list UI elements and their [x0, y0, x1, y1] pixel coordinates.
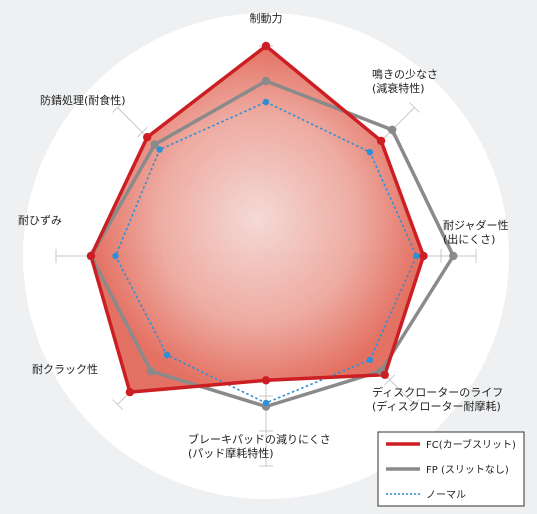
series-2-point-6 — [112, 252, 119, 260]
series-2-point-7 — [156, 146, 163, 153]
legend-label-fp: FP (スリットなし) — [426, 464, 509, 476]
axis-label-3-line-0: ディスクローターのライフ — [372, 385, 503, 399]
series-0-point-0 — [261, 41, 271, 51]
series-0-point-1 — [376, 136, 386, 146]
series-2-point-5 — [163, 351, 171, 359]
axis-label-5: 耐クラック性 — [32, 362, 98, 376]
series-1-point-5 — [146, 366, 156, 376]
axis-label-4-line-0: ブレーキパッドの減りにくさ — [188, 432, 331, 446]
series-0-point-4 — [261, 376, 271, 385]
axis-label-7: 防錆処理(耐食性) — [40, 93, 126, 107]
axis-label-4-line-1: (パッド摩耗特性) — [188, 446, 274, 460]
axis-label-0: 制動力 — [250, 11, 283, 25]
radar-tick — [409, 399, 420, 410]
axis-label-2: 耐ジャダー性(出にくさ) — [443, 218, 508, 246]
axis-label-4: ブレーキパッドの減りにくさ(パッド摩耗特性) — [188, 432, 331, 460]
series-2-point-1 — [366, 148, 374, 156]
axis-label-1: 鳴きの少なさ(減衰特性) — [372, 67, 438, 95]
axis-label-7-line-0: 防錆処理(耐食性) — [40, 93, 126, 107]
radar-tick — [112, 399, 123, 410]
radar-tick — [136, 126, 148, 138]
axis-label-3: ディスクローターのライフ(ディスクローター耐摩耗) — [372, 385, 503, 413]
radar-tick — [409, 102, 420, 113]
series-2-point-2 — [413, 252, 420, 260]
series-0-point-7 — [143, 133, 152, 142]
axis-label-0-line-0: 制動力 — [250, 11, 283, 25]
axis-label-1-line-0: 鳴きの少なさ — [372, 67, 438, 81]
series-1-point-7 — [150, 140, 159, 149]
series-2-point-0 — [262, 98, 270, 106]
series-2-point-3 — [366, 356, 374, 364]
series-0-point-6 — [86, 251, 96, 261]
axis-label-3-line-1: (ディスクローター耐摩耗) — [372, 399, 501, 413]
axis-label-2-line-1: (出にくさ) — [443, 232, 495, 246]
series-0-point-5 — [125, 387, 135, 397]
axis-label-5-line-0: 耐クラック性 — [32, 362, 98, 376]
series-points — [86, 41, 458, 411]
radar-tick — [384, 374, 396, 386]
axis-labels: 制動力鳴きの少なさ(減衰特性)耐ジャダー性(出にくさ)ディスクローターのライフ(… — [18, 11, 508, 460]
legend: FC(カーブスリット) FP (スリットなし) ノーマル — [377, 431, 525, 507]
radar-tick — [112, 102, 123, 113]
legend-label-normal: ノーマル — [426, 490, 466, 501]
axis-label-2-line-0: 耐ジャダー性 — [443, 218, 508, 232]
series-0-point-2 — [419, 251, 428, 261]
series-1-point-1 — [388, 125, 397, 134]
series-1-point-0 — [261, 76, 271, 86]
axis-label-1-line-1: (減衰特性) — [372, 81, 425, 95]
series-0-point-3 — [380, 370, 389, 379]
legend-label-fc: FC(カーブスリット) — [426, 438, 516, 451]
series-2-point-4 — [262, 399, 270, 407]
series-1-point-2 — [449, 251, 458, 261]
axis-label-6: 耐ひずみ — [18, 214, 62, 227]
axis-label-6-line-0: 耐ひずみ — [18, 214, 62, 227]
